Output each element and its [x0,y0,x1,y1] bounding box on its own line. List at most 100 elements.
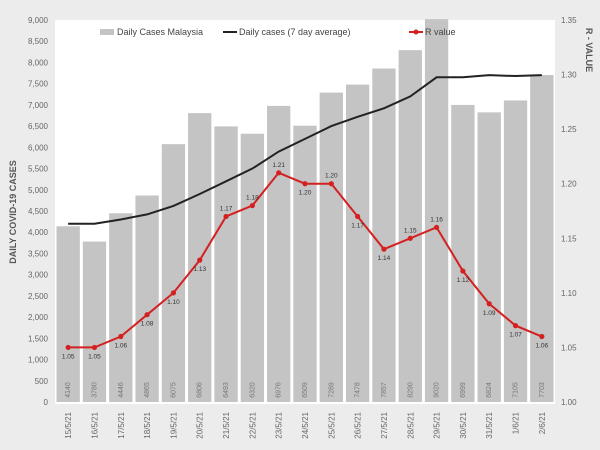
bar-value-label: 8290 [407,382,414,398]
r-value-label: 1.20 [325,173,338,180]
bar-value-label: 6509 [302,382,309,398]
y-tick-label: 6,500 [28,122,49,131]
x-tick-label: 23/5/21 [275,411,284,438]
r-value-label: 1.05 [62,353,75,360]
x-tick-label: 27/5/21 [380,411,389,438]
y-tick-label: 3,500 [28,249,49,258]
r-value-point [381,246,387,252]
bar [319,92,343,403]
bar [161,144,186,402]
r-value-label: 1.12 [457,277,470,284]
bar [398,50,422,402]
x-tick-label: 19/5/21 [169,411,178,438]
y-tick-label: 7,500 [28,80,49,89]
bar [372,68,396,402]
y-tick-label: 4,000 [28,228,49,237]
r-value-label: 1.17 [351,222,364,229]
x-tick-label: 21/5/21 [222,411,231,438]
x-tick-label: 30/5/21 [459,411,468,438]
bar [240,133,265,403]
y-axis-title: DAILY COVID-19 CASES [8,160,18,264]
r-value-label: 1.07 [509,332,522,339]
y2-axis-title: R - VALUE [584,28,594,72]
bar [451,104,475,402]
r-value-label: 1.09 [483,310,496,317]
bar [214,126,238,402]
bar-value-label: 6493 [223,382,230,398]
y-tick-label: 5,500 [28,165,49,174]
bar-value-label: 7857 [381,382,388,398]
r-value-point [249,202,255,209]
bar [82,241,107,402]
y-tick-label: 2,500 [28,292,49,301]
bar-value-label: 4865 [144,382,151,398]
r-value-label: 1.20 [299,190,312,197]
r-value-label: 1.21 [272,162,285,169]
r-value-label: 1.16 [430,216,443,223]
x-tick-label: 22/5/21 [248,411,257,438]
legend-label-bars: Daily Cases Malaysia [117,27,203,37]
y2-tick-label: 1.10 [561,289,577,298]
r-value-point [355,213,361,220]
x-tick-label: 17/5/21 [117,411,126,438]
r-value-point [144,312,150,318]
legend-label-r: R value [425,27,456,37]
r-value-point [197,257,203,263]
x-tick-label: 1/6/21 [512,411,521,434]
r-value-point [433,224,440,230]
r-value-label: 1.06 [536,343,549,350]
bar-value-label: 6999 [460,382,467,398]
r-value-label: 1.17 [220,205,233,212]
r-value-point [407,235,413,241]
r-value-point [118,333,124,340]
r-value-point [486,301,492,307]
r-value-point [460,268,466,274]
bar [293,125,317,402]
bar [503,100,528,402]
bar-value-label: 6806 [197,382,204,398]
bar-value-label: 7478 [355,382,362,398]
legend: Daily Cases Malaysia Daily cases (7 day … [100,27,456,37]
r-value-point [91,344,98,351]
bar-value-label: 6075 [170,382,177,398]
y-tick-label: 0 [44,398,49,407]
bar-value-label: 9020 [434,382,441,398]
r-value-point [170,290,177,296]
r-value-label: 1.05 [88,353,101,360]
y2-tick-label: 1.00 [561,398,577,407]
bar [267,105,291,402]
x-tick-label: 20/5/21 [196,411,205,438]
avg-line [68,74,542,225]
bar [530,75,554,402]
x-tick-label: 18/5/21 [143,411,152,438]
bar-value-label: 6320 [249,382,256,398]
r-value-point [223,213,229,220]
r-value-label: 1.18 [246,195,259,202]
legend-marker-r [413,29,419,35]
x-tick-label: 24/5/21 [301,411,310,438]
y-tick-label: 7,000 [28,101,49,110]
bar-value-label: 6824 [486,382,493,398]
x-tick-label: 2/6/21 [538,411,547,434]
x-tick-label: 29/5/21 [433,411,442,438]
y2-tick-label: 1.25 [561,125,577,134]
bar-value-label: 4446 [118,382,125,398]
y2-tick-label: 1.30 [561,71,577,80]
r-value-point [65,344,71,351]
x-tick-label: 28/5/21 [406,411,415,438]
bar-value-label: 7289 [328,382,335,398]
x-tick-label: 26/5/21 [354,411,363,438]
legend-label-avg: Daily cases (7 day average) [239,27,351,37]
x-tick-label: 15/5/21 [64,411,73,438]
r-value-label: 1.15 [404,227,417,234]
r-value-point [328,181,334,187]
y2-tick-label: 1.05 [561,343,577,352]
x-tick-label: 16/5/21 [90,411,99,438]
bar-value-label: 7105 [513,382,520,398]
r-value-point [539,333,545,340]
r-value-point [302,181,308,187]
y-tick-label: 1,000 [28,356,49,365]
bar [109,213,133,402]
bar-value-label: 7703 [539,382,546,398]
